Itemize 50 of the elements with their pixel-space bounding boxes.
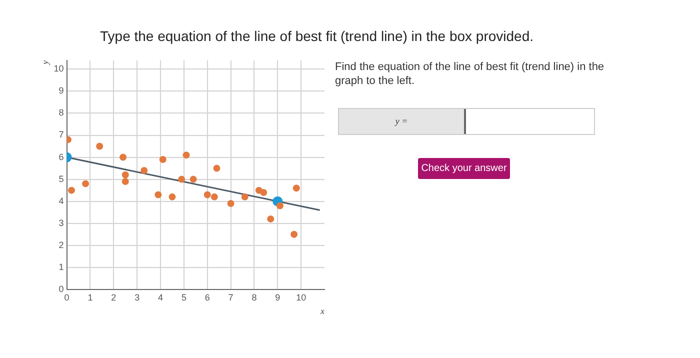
x-tick-label: 8 [252, 292, 257, 302]
y-tick-label: 0 [58, 284, 64, 294]
y-tick-label: 3 [58, 218, 64, 228]
text: Check your answer [418, 158, 510, 179]
point [140, 166, 148, 174]
y-tick-label: 7 [58, 130, 64, 140]
point [182, 152, 190, 159]
y-tick-label: 9 [58, 86, 64, 96]
x-tick-label: 3 [134, 292, 140, 302]
x-tick-label: 4 [158, 292, 164, 302]
point [204, 191, 211, 198]
point [82, 180, 90, 188]
point [122, 178, 129, 186]
point [292, 184, 300, 192]
point [168, 193, 176, 200]
y-axis-title: y [40, 60, 50, 66]
point [276, 202, 284, 210]
point [290, 230, 298, 238]
y-tick-label: 6 [58, 152, 64, 162]
point [120, 154, 127, 161]
point [241, 193, 248, 200]
point [68, 186, 75, 194]
x-axis-title: x [320, 306, 324, 316]
x-tick-label: 1 [88, 292, 93, 302]
point [213, 164, 220, 172]
y-tick-label: 4 [58, 196, 64, 206]
text: Find the equation of the line of best fit (trend line) in the graph to the left. [335, 60, 606, 88]
answer-field: y = [338, 108, 595, 135]
x-tick-label: 5 [181, 292, 186, 302]
point [178, 176, 186, 183]
point [154, 191, 162, 198]
point [122, 171, 129, 178]
x-tick-label: 2 [111, 292, 116, 302]
y-tick-label: 5 [58, 174, 64, 184]
point [159, 156, 166, 163]
x-tick-label: 9 [275, 292, 280, 302]
point [227, 200, 234, 208]
point [210, 193, 218, 200]
y-tick-label: 10 [54, 64, 64, 74]
y-tick-label: 2 [58, 240, 64, 250]
point [96, 142, 104, 150]
x-tick-label: 6 [204, 292, 210, 302]
chart-title: Type the equation of the line of best fit (trend line) in the box provided. [100, 28, 534, 44]
point [260, 189, 268, 196]
point [190, 176, 197, 183]
x-tick-label: 7 [228, 292, 234, 302]
y-tick-label: 1 [58, 262, 64, 272]
point [267, 215, 274, 222]
y-tick-label: 8 [58, 108, 64, 118]
x-tick-label: 10 [296, 292, 306, 302]
